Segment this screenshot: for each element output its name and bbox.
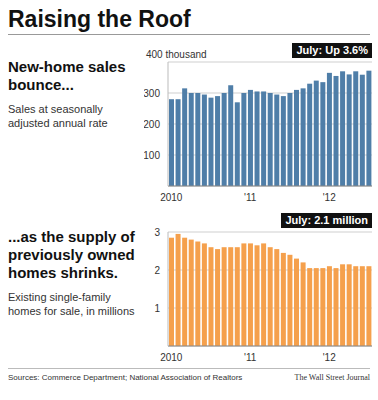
svg-text:'11: '11: [244, 192, 257, 202]
html-text:July: 2.1 million: July: 2.1 million: [285, 214, 368, 226]
html-text:New-home sales bounce...: New-home sales bounce...: [8, 58, 126, 93]
svg-text:'12: '12: [323, 352, 336, 362]
svg-text:1: 1: [154, 303, 160, 314]
svg-text:2010: 2010: [160, 192, 183, 202]
svg-text:300: 300: [144, 88, 160, 99]
svg-text:100: 100: [144, 150, 160, 161]
svg-text:'11: '11: [244, 352, 257, 362]
html-text:Raising the Roof: Raising the Roof: [8, 6, 191, 32]
html-text:...as the supply of previously: ...as the supply of previously owned hom…: [8, 228, 135, 281]
svg-text:2010: 2010: [160, 352, 183, 362]
svg-text:400 thousand: 400 thousand: [146, 49, 207, 60]
html-text:The Wall Street Journal: The Wall Street Journal: [294, 373, 370, 382]
svg-text:'12: '12: [323, 192, 336, 202]
svg-text:200: 200: [144, 119, 160, 130]
html-text:Sales at seasonally adjusted a: Sales at seasonally adjusted annual rate: [8, 103, 108, 129]
svg-text:2: 2: [154, 265, 160, 276]
html-text:Existing single-family homes f: Existing single-family homes for sale, i…: [8, 291, 135, 317]
html-text:Sources: Commerce Department;: Sources: Commerce Department; National A…: [8, 373, 243, 382]
html-text:July: Up 3.6%: July: Up 3.6%: [296, 44, 368, 56]
svg-text:3: 3: [154, 227, 160, 238]
